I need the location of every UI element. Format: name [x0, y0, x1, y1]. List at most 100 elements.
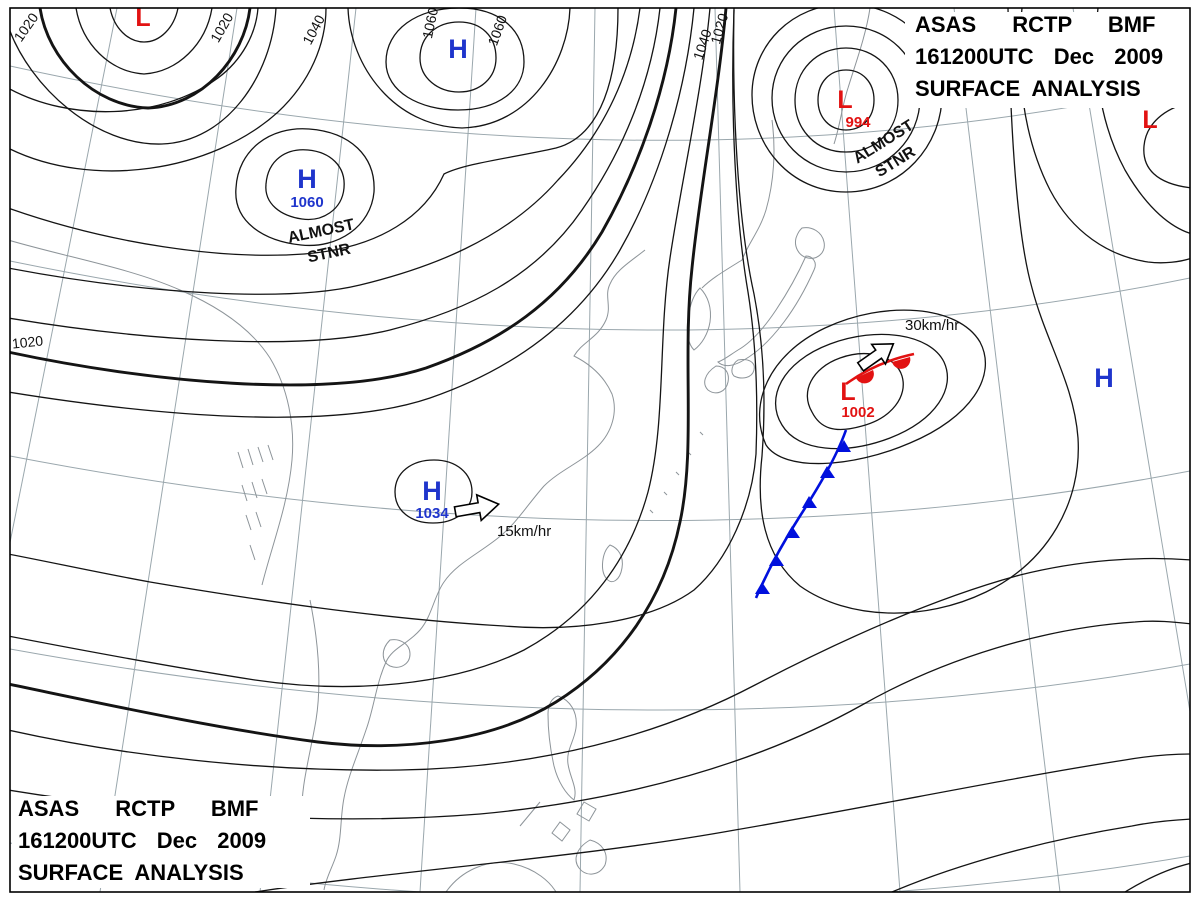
- isobar-line: [10, 8, 327, 172]
- speed-label-east: 30km/hr: [905, 317, 959, 334]
- stationary-note: STNR: [306, 241, 353, 267]
- isobar-line: [10, 8, 277, 145]
- graticule: [10, 8, 1200, 892]
- isobar-label: 1020: [10, 10, 41, 45]
- isobar-line: [394, 459, 473, 524]
- longitude-line: [1193, 8, 1200, 892]
- isobar-line: [891, 818, 1190, 892]
- coastline-mindanao: [575, 839, 607, 875]
- low-value-kamchatka: 994: [845, 114, 871, 131]
- cold-front-triangle: [837, 440, 851, 452]
- isobar-line: [75, 8, 213, 75]
- high-symbol-east: H: [1094, 363, 1114, 393]
- cold-front-triangle: [802, 496, 817, 508]
- motion-arrow-east: [856, 343, 895, 373]
- low-value-pacific: 1002: [841, 404, 874, 421]
- isobar-line: [10, 8, 711, 688]
- latitude-line: [10, 648, 1190, 711]
- isobar-line: [817, 69, 875, 131]
- arrow-icon: [453, 493, 501, 523]
- longitude-line: [259, 8, 357, 892]
- latitude-line: [10, 455, 1190, 521]
- low-symbol-pacific: L: [840, 378, 855, 406]
- cold-front-triangle: [785, 526, 800, 538]
- longitude-line: [1072, 8, 1190, 715]
- coastline-palawan: [519, 801, 541, 827]
- header-block: ASAS RCTP BMF 161200UTC Dec 2009 SURFACE…: [905, 12, 1190, 108]
- longitude-line: [833, 8, 901, 892]
- cold-front-line: [754, 429, 848, 599]
- isobar-label: 1060: [484, 13, 510, 48]
- header-background: [905, 12, 1190, 108]
- coastlines: [10, 8, 871, 892]
- longitude-line: [714, 8, 741, 892]
- isobar-line-1020: [10, 8, 678, 387]
- coastline-shikoku: [731, 359, 755, 379]
- high-symbol-china: H: [422, 476, 442, 506]
- warm-front-semicircle: [892, 357, 911, 369]
- isobar-line: [109, 8, 179, 43]
- footer-line2: 161200UTC Dec 2009: [18, 828, 266, 853]
- low-symbol-northwest: L: [135, 4, 150, 32]
- header-line1: ASAS RCTP BMF: [915, 12, 1156, 37]
- inland-river: [301, 599, 320, 821]
- isobar-label: 1020: [707, 11, 731, 46]
- coastline-china: [323, 249, 646, 891]
- coastline-kamchatka: [833, 8, 871, 145]
- coastline-visayas: [551, 801, 597, 842]
- arrow-icon: [856, 343, 895, 373]
- coastline-taiwan: [602, 544, 623, 583]
- isobar-line: [758, 309, 986, 465]
- latitude-line: [10, 65, 1190, 141]
- coastline-hainan: [382, 639, 411, 668]
- isobar-line: [419, 21, 497, 93]
- longitude-line: [99, 8, 238, 892]
- high-symbol-west: H: [297, 164, 317, 194]
- isobar-line: [10, 8, 619, 256]
- coastline-luzon: [547, 695, 577, 801]
- footer-line3: SURFACE ANALYSIS: [18, 860, 244, 885]
- footer-block: ASAS RCTP BMF 161200UTC Dec 2009 SURFACE…: [12, 796, 310, 888]
- latitude-line: [10, 260, 1190, 331]
- coastline-sakhalin-primorye: [701, 119, 775, 289]
- coastline-borneo: [445, 862, 557, 892]
- longitude-line: [419, 8, 477, 892]
- longitude-line: [953, 8, 1061, 892]
- coastline-kyushu: [704, 365, 729, 394]
- isobar-line: [10, 8, 259, 113]
- isobar-line: [265, 149, 345, 221]
- isobar-line: [254, 753, 1190, 892]
- warm-front-semicircle: [856, 370, 874, 384]
- header-line3: SURFACE ANALYSIS: [915, 76, 1141, 101]
- isobar-label: 1020: [11, 332, 44, 351]
- isobar-line: [235, 128, 375, 247]
- cold-front-triangle: [769, 554, 784, 566]
- high-symbol-north: H: [448, 34, 468, 64]
- ryukyu-islands: [649, 431, 704, 514]
- isobar-line: [10, 557, 1190, 771]
- isobar-line: [774, 333, 949, 450]
- map-frame: [9, 7, 1191, 893]
- coastline-hokkaido: [795, 227, 825, 259]
- header-line2: 161200UTC Dec 2009: [915, 44, 1163, 69]
- footer-line1: ASAS RCTP BMF: [18, 796, 259, 821]
- low-symbol-northeast: L: [1142, 106, 1157, 134]
- isobars: [10, 8, 1190, 892]
- isobar-line: [1143, 101, 1190, 189]
- isobar-line: [385, 8, 525, 111]
- warm-front-line: [845, 352, 915, 386]
- coastline-honshu: [717, 255, 816, 367]
- cold-front-triangle: [755, 582, 770, 594]
- longitude-line: [579, 8, 596, 892]
- isobar-line-1020: [10, 8, 728, 748]
- isobar-line: [794, 47, 899, 153]
- isobar-line: [10, 8, 661, 343]
- footer-background: [12, 796, 310, 888]
- fronts: [453, 343, 915, 599]
- isobar-line: [10, 8, 695, 418]
- low-symbol-kamchatka: L: [837, 86, 852, 114]
- longitude-line: [10, 8, 118, 545]
- high-value-china: 1034: [415, 505, 449, 522]
- isobar-line: [806, 353, 904, 431]
